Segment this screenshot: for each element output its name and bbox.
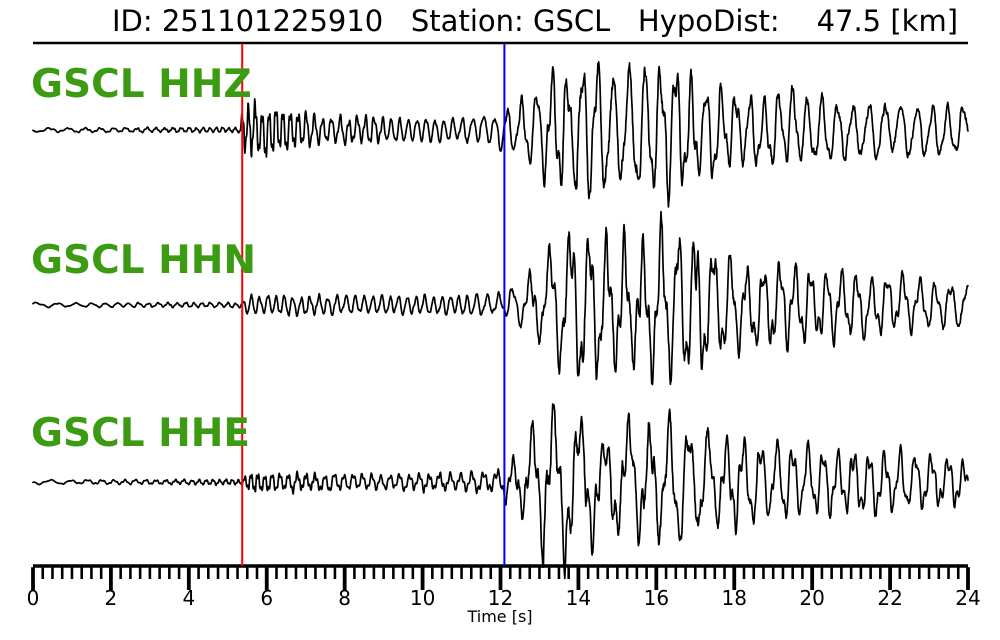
x-tick-label: 6: [260, 586, 274, 610]
x-tick-label: 2: [104, 586, 118, 610]
x-tick-label: 24: [955, 586, 981, 610]
channel-label-hhz: GSCL HHZ: [31, 62, 252, 107]
x-tick-label: 14: [565, 586, 592, 610]
x-tick-label: 18: [721, 586, 747, 610]
x-tick-label: 12: [487, 586, 514, 610]
x-axis-label: Time [s]: [467, 607, 533, 626]
channel-label-hhn: GSCL HHN: [31, 238, 257, 283]
x-tick-label: 22: [877, 586, 903, 610]
page-title: ID: 251101225910 Station: GSCL HypoDist:…: [111, 4, 959, 38]
x-tick-label: 4: [182, 586, 196, 610]
trace-hhe: [32, 403, 969, 580]
x-tick-label: 8: [338, 586, 352, 610]
trace-hhn: [32, 210, 969, 386]
x-tick-label: 16: [643, 586, 670, 610]
x-tick-label: 0: [26, 586, 40, 610]
trace-hhz: [32, 60, 969, 208]
x-tick-label: 20: [799, 586, 825, 610]
x-tick-label: 10: [409, 586, 436, 610]
channel-label-hhe: GSCL HHE: [31, 411, 251, 456]
